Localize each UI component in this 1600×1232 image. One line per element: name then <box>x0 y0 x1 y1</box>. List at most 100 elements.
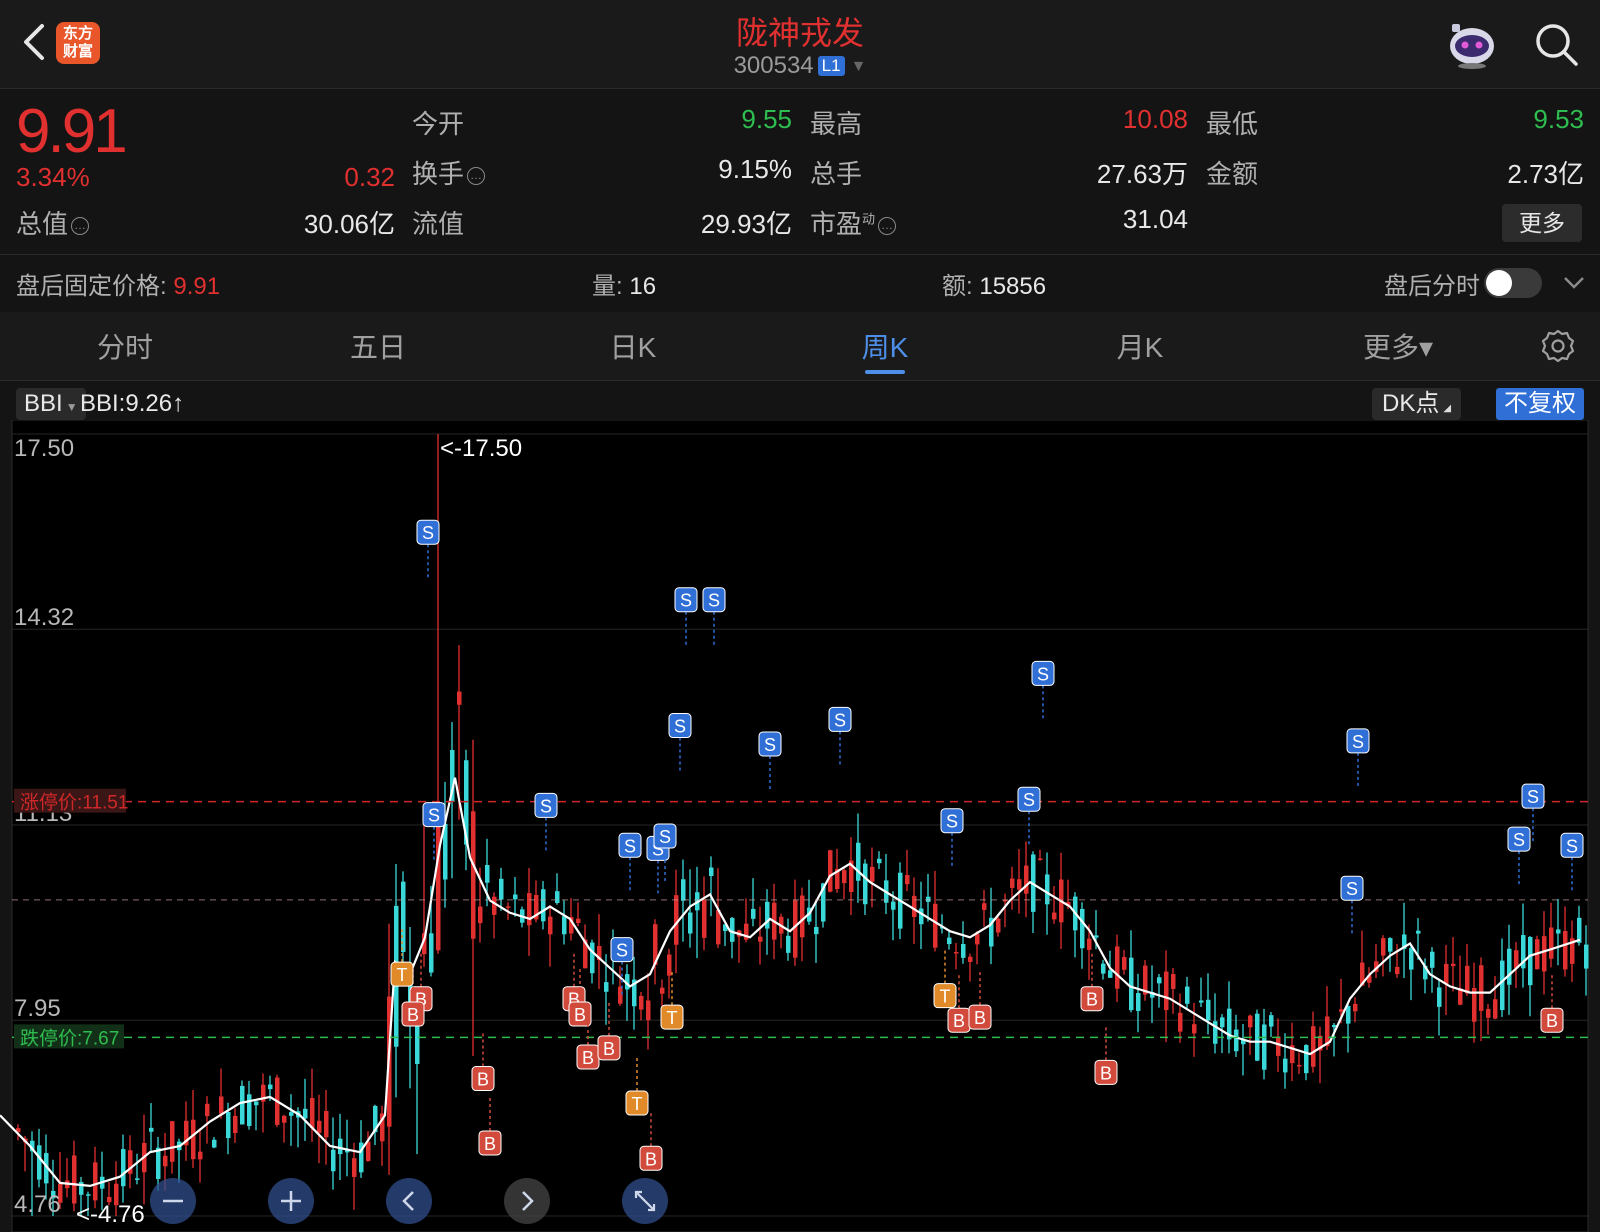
candle-body-down <box>856 842 861 881</box>
candle-body-down <box>30 1140 35 1152</box>
candle-body-down <box>632 979 637 1007</box>
candle-body-down <box>723 924 728 932</box>
candle-body-up <box>1514 950 1519 969</box>
fullscreen-icon[interactable] <box>622 1178 668 1224</box>
signal-badge-b <box>1094 1059 1118 1085</box>
candle-body-up <box>107 1196 112 1203</box>
candle-body-up <box>975 933 980 945</box>
candle-body-down <box>541 889 546 922</box>
candle-body-down <box>1255 1013 1260 1061</box>
candle-body-down <box>1206 999 1211 1021</box>
market-cap-label-row[interactable]: 总值… <box>16 204 90 241</box>
amount-value: 2.73亿 <box>1507 159 1584 189</box>
after-hours-toggle[interactable] <box>1484 268 1542 298</box>
candle-body-up <box>1465 965 1470 994</box>
logo-text-line2: 财富 <box>62 43 93 60</box>
candle-body-up <box>1549 927 1554 959</box>
candle-body-down <box>814 926 819 935</box>
signal-badge-t <box>933 983 957 1009</box>
dk-points-button[interactable]: DK点 ◢ <box>1372 388 1462 420</box>
signal-badge-s <box>422 802 446 828</box>
tab-daily-k[interactable]: 日K <box>609 332 657 363</box>
signal-letter: S <box>834 710 846 730</box>
candle-body-down <box>443 823 448 880</box>
candle-body-down <box>1157 977 1162 984</box>
signal-letter: B <box>974 1008 986 1028</box>
candle-body-up <box>870 866 875 882</box>
candle-body-up <box>1451 963 1456 967</box>
candle-body-down <box>1430 951 1435 968</box>
candle-body-down <box>338 1138 343 1155</box>
float-cap-label: 流值 <box>412 209 465 239</box>
top-nav-bar: 东方 财富 陇神戎发 300534 L1 ▼ <box>0 0 1600 89</box>
back-arrow-icon[interactable] <box>14 20 54 64</box>
indicator-name: BBI <box>24 390 63 417</box>
candle-body-up <box>16 1128 21 1133</box>
pe-label-row[interactable]: 市盈动… <box>810 204 897 241</box>
pan-left-icon[interactable] <box>386 1178 432 1224</box>
signal-letter: T <box>667 1008 678 1028</box>
candle-body-up <box>1318 1035 1323 1051</box>
tab-monthly-k[interactable]: 月K <box>1116 332 1164 363</box>
signal-letter: B <box>1100 1063 1112 1083</box>
candle-body-up <box>1052 912 1057 920</box>
turnover-label-row[interactable]: 换手… <box>412 154 486 191</box>
tab-more[interactable]: 更多▾ <box>1362 332 1434 363</box>
candle-body-down <box>604 982 609 992</box>
candle-body-down <box>891 901 896 910</box>
signal-letter: T <box>940 987 951 1007</box>
signal-badge-s <box>416 519 440 545</box>
zoom-in-icon[interactable] <box>268 1178 314 1224</box>
candle-body-up <box>1038 858 1043 860</box>
gear-icon[interactable] <box>1540 328 1576 364</box>
signal-letter: B <box>1546 1011 1558 1031</box>
robot-assistant-icon[interactable] <box>1444 20 1500 70</box>
signal-letter: B <box>574 1005 586 1025</box>
tab-intraday[interactable]: 分时 <box>96 332 153 363</box>
candle-body-up <box>184 1120 189 1146</box>
candle-body-down <box>877 858 882 864</box>
candle-body-down <box>1409 948 1414 970</box>
bbi-line <box>0 777 1581 1188</box>
after-hours-volume-label: 量: <box>592 273 623 300</box>
candle-body-up <box>205 1103 210 1117</box>
candle-body-up <box>478 906 483 924</box>
candle-body-down <box>44 1153 49 1184</box>
candle-body-down <box>121 1149 126 1187</box>
price-adjust-button[interactable]: 不复权 <box>1496 388 1584 420</box>
candle-body-down <box>1220 1017 1225 1028</box>
tab-five-day[interactable]: 五日 <box>349 332 406 363</box>
signal-badge-s <box>610 937 634 963</box>
signal-letter: S <box>1023 790 1035 810</box>
candle-body-down <box>240 1085 245 1125</box>
more-quote-button[interactable]: 更多 <box>1502 204 1582 242</box>
candle-body-down <box>303 1108 308 1119</box>
candle-body-up <box>191 1119 196 1160</box>
candle-body-up <box>1395 966 1400 975</box>
candle-body-up <box>1542 936 1547 972</box>
candle-body-up <box>506 906 511 908</box>
search-icon[interactable] <box>1532 20 1580 68</box>
candle-body-up <box>1248 1015 1253 1028</box>
chevron-down-icon[interactable] <box>1560 268 1588 296</box>
candle-body-up <box>233 1115 238 1134</box>
tab-weekly-k[interactable]: 周K <box>861 332 909 363</box>
candle-body-down <box>149 1127 154 1132</box>
turnover-label: 换手 <box>412 159 465 189</box>
zoom-out-icon[interactable] <box>150 1178 196 1224</box>
candle-body-up <box>1563 931 1568 970</box>
candle-body-up <box>1325 1016 1330 1047</box>
pe-label: 市盈 <box>810 209 863 239</box>
candle-body-down <box>1108 970 1113 978</box>
stock-code-row[interactable]: 300534 L1 ▼ <box>0 52 1600 80</box>
signal-letter: B <box>477 1070 489 1090</box>
candle-body-down <box>289 1112 294 1116</box>
signal-badge-s <box>758 731 782 757</box>
pan-right-icon[interactable] <box>504 1178 550 1224</box>
signal-letter: S <box>428 806 440 826</box>
candle-body-down <box>786 935 791 953</box>
limit-up-tag-bg <box>14 788 126 813</box>
signal-badge-b <box>1080 986 1104 1012</box>
indicator-selector[interactable]: BBI ▼ <box>16 388 86 420</box>
